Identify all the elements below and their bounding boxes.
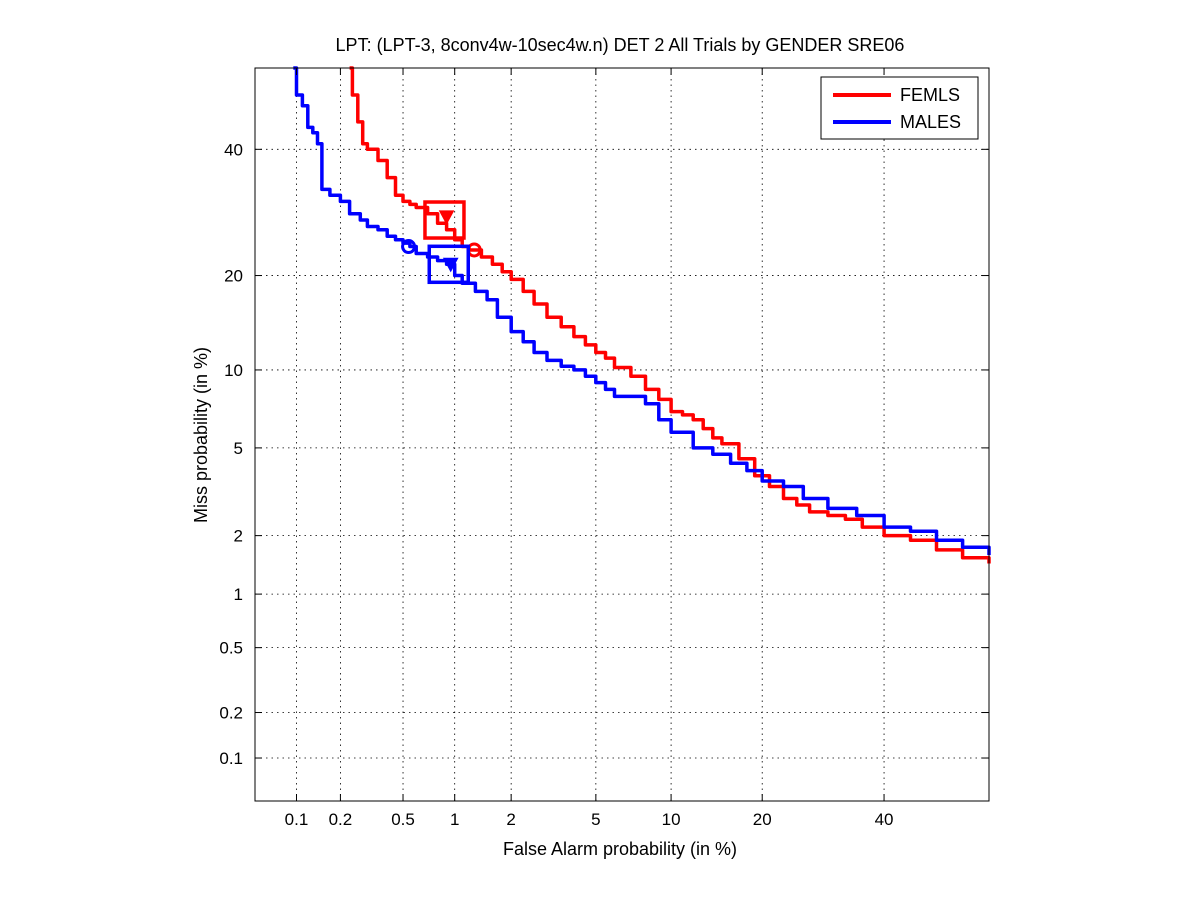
y-tick-label: 5 [234,439,243,458]
triangle-marker-males [442,257,459,273]
grid [255,68,989,801]
y-tick-label: 10 [224,361,243,380]
y-tick-label: 40 [224,140,243,159]
x-tick-label: 20 [753,810,772,829]
series-layer [293,66,991,564]
square-marker-males [427,244,471,285]
triangle-marker-femls [438,210,455,225]
legend: FEMLS MALES [820,76,979,140]
y-tick-label: 0.1 [219,749,243,768]
x-tick-label: 0.2 [329,810,353,829]
x-axis-ticks: 0.1 0.2 0.5 1 2 5 10 20 40 [285,68,894,829]
x-tick-label: 0.5 [391,810,415,829]
x-tick-label: 10 [662,810,681,829]
circle-marker-males [401,239,417,255]
legend-box [820,76,979,140]
x-axis-label: False Alarm probability (in %) [503,839,737,859]
y-tick-label: 20 [224,267,243,286]
series-line-males [293,66,991,556]
y-axis-label: Miss probability (in %) [191,347,211,523]
x-tick-label: 40 [875,810,894,829]
legend-label-femls: FEMLS [900,85,960,105]
y-tick-label: 0.2 [219,704,243,723]
chart-title: LPT: (LPT-3, 8conv4w-10sec4w.n) DET 2 Al… [336,35,905,55]
y-tick-label: 1 [234,585,243,604]
series-line-femls [349,66,991,564]
x-tick-label: 2 [506,810,515,829]
square-marker-femls [423,200,466,240]
plot-frame [254,67,990,802]
x-tick-label: 1 [450,810,459,829]
x-tick-label: 5 [591,810,600,829]
x-tick-label: 0.1 [285,810,309,829]
marker-layer [401,200,482,285]
y-tick-label: 0.5 [219,639,243,658]
plot-background [255,68,989,801]
y-axis-ticks: 0.1 0.2 0.5 1 2 5 10 20 40 [219,140,989,768]
y-tick-label: 2 [234,527,243,546]
legend-label-males: MALES [900,112,961,132]
